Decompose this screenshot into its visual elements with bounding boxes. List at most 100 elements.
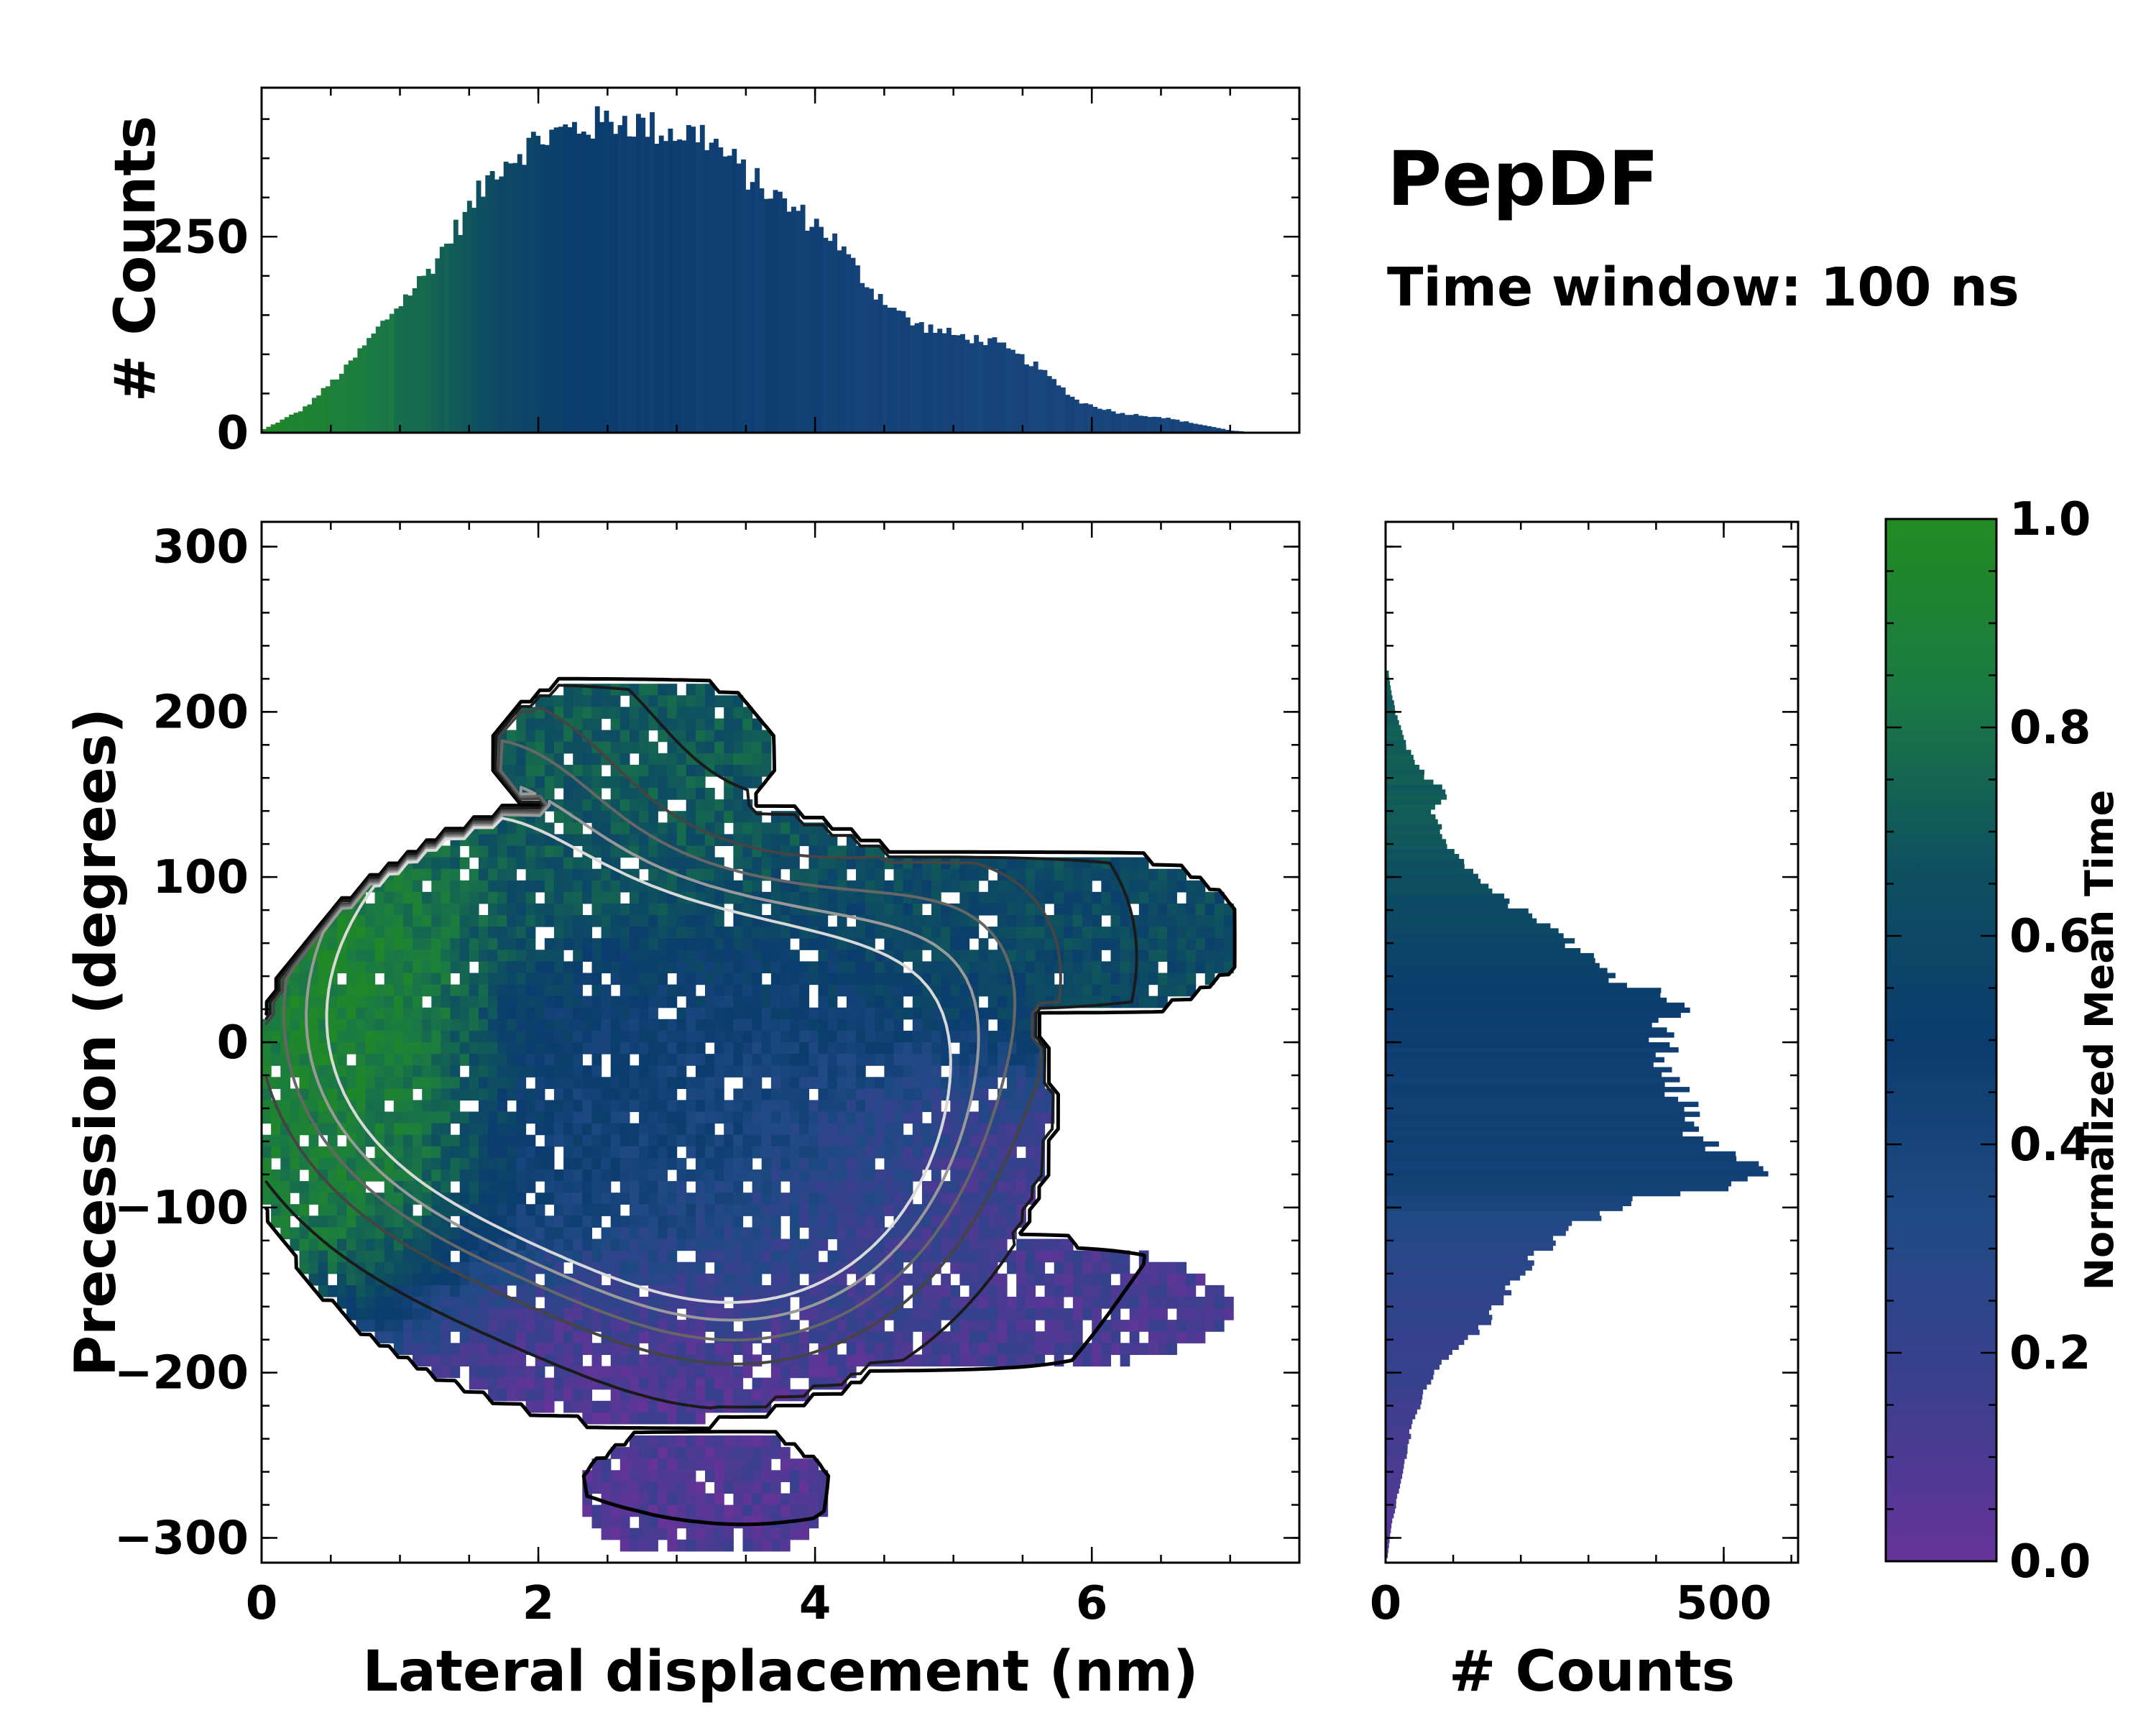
heatmap-cell (479, 881, 489, 893)
top-histogram-bar (522, 165, 527, 433)
heatmap-cell (422, 973, 432, 985)
heatmap-cell (1073, 1262, 1083, 1274)
heatmap-cell (894, 938, 904, 950)
heatmap-cell (535, 858, 545, 870)
heatmap-cell (611, 1239, 621, 1251)
heatmap-cell (696, 695, 706, 707)
heatmap-cell (1130, 1331, 1140, 1343)
heatmap-cell (780, 996, 791, 1008)
heatmap-cell (762, 1146, 772, 1159)
heatmap-cell (950, 1331, 960, 1343)
x-tick-label: 6 (1076, 1577, 1108, 1630)
heatmap-cell (497, 1204, 507, 1216)
heatmap-cell (677, 822, 687, 835)
heatmap-cell (516, 1181, 526, 1193)
heatmap-cell (507, 1135, 517, 1147)
heatmap-cell (771, 1158, 781, 1170)
heatmap-cell (1016, 1320, 1026, 1332)
heatmap-cell (696, 1019, 706, 1031)
heatmap-cell (714, 753, 724, 766)
heatmap-cell (620, 1354, 630, 1366)
heatmap-cell (375, 1065, 385, 1077)
heatmap-cell (799, 1158, 809, 1170)
heatmap-cell (752, 834, 763, 846)
heatmap-cell (1167, 927, 1177, 939)
heatmap-cell (931, 950, 941, 962)
heatmap-cell (451, 961, 461, 973)
heatmap-cell (903, 1135, 913, 1147)
right-histogram-bar (1386, 869, 1473, 874)
heatmap-cell (677, 1447, 687, 1459)
heatmap-cell (865, 1215, 875, 1228)
heatmap-cell (733, 1031, 743, 1043)
heatmap-cell (1082, 858, 1092, 870)
heatmap-cell (998, 985, 1008, 997)
heatmap-cell (441, 1112, 451, 1124)
heatmap-cell (677, 1054, 687, 1066)
top-histogram-bar (1001, 343, 1006, 433)
heatmap-cell (328, 1215, 338, 1228)
heatmap-cell (705, 950, 715, 962)
heatmap-cell (545, 973, 555, 985)
heatmap-cell (1224, 915, 1234, 927)
x-tick-label: 4 (799, 1577, 831, 1630)
heatmap-cell (799, 1135, 809, 1147)
heatmap-cell (714, 869, 724, 881)
heatmap-cell (714, 1320, 724, 1332)
heatmap-cell (1016, 973, 1026, 985)
heatmap-cell (488, 1343, 498, 1355)
heatmap-cell (441, 1100, 451, 1112)
heatmap-cell (828, 985, 838, 997)
top-histogram-bar (321, 388, 326, 433)
heatmap-cell (828, 858, 838, 870)
heatmap-cell (602, 1458, 612, 1471)
heatmap-cell (1224, 938, 1234, 950)
heatmap-cell (413, 1274, 423, 1286)
heatmap-cell (668, 1077, 678, 1089)
heatmap-cell (1092, 869, 1102, 881)
heatmap-cell (856, 1100, 866, 1112)
heatmap-cell (1196, 915, 1206, 927)
heatmap-cell (771, 1135, 781, 1147)
heatmap-cell (290, 1181, 300, 1193)
heatmap-cell (422, 904, 432, 916)
heatmap-cell (847, 1042, 857, 1054)
heatmap-cell (743, 1169, 753, 1182)
heatmap-cell (630, 1378, 640, 1390)
heatmap-cell (847, 1135, 857, 1147)
heatmap-cell (1082, 985, 1092, 997)
heatmap-cell (639, 1065, 649, 1077)
top-histogram-bar (1020, 354, 1025, 433)
heatmap-cell (573, 1378, 583, 1390)
heatmap-cell (714, 1540, 724, 1552)
heatmap-cell (847, 1088, 857, 1100)
heatmap-cell (696, 1435, 706, 1448)
heatmap-cell (780, 1008, 791, 1020)
heatmap-cell (988, 1308, 998, 1320)
heatmap-cell (903, 1088, 913, 1100)
heatmap-cell (318, 985, 328, 997)
heatmap-cell (1007, 1308, 1017, 1320)
heatmap-cell (705, 695, 715, 707)
heatmap-cell (1073, 1285, 1083, 1297)
y-tick-label: 100 (152, 851, 249, 904)
heatmap-cell (545, 1181, 555, 1193)
top-histogram-bar (1125, 415, 1130, 433)
heatmap-cell (658, 1031, 668, 1043)
heatmap-cell (611, 1517, 621, 1529)
heatmap-cell (1082, 869, 1092, 881)
heatmap-cell (819, 1100, 829, 1112)
heatmap-cell (998, 904, 1008, 916)
right-histogram-bar (1386, 755, 1414, 760)
heatmap-cell (668, 1227, 678, 1239)
heatmap-cell (705, 1494, 715, 1506)
heatmap-cell (573, 822, 583, 835)
heatmap-cell (714, 1239, 724, 1251)
heatmap-cell (602, 822, 612, 835)
heatmap-cell (318, 1251, 328, 1263)
right-histogram-bar (1386, 844, 1447, 849)
heatmap-cell (479, 1262, 489, 1274)
heatmap-cell (771, 1540, 781, 1552)
heatmap-cell (422, 1169, 432, 1182)
